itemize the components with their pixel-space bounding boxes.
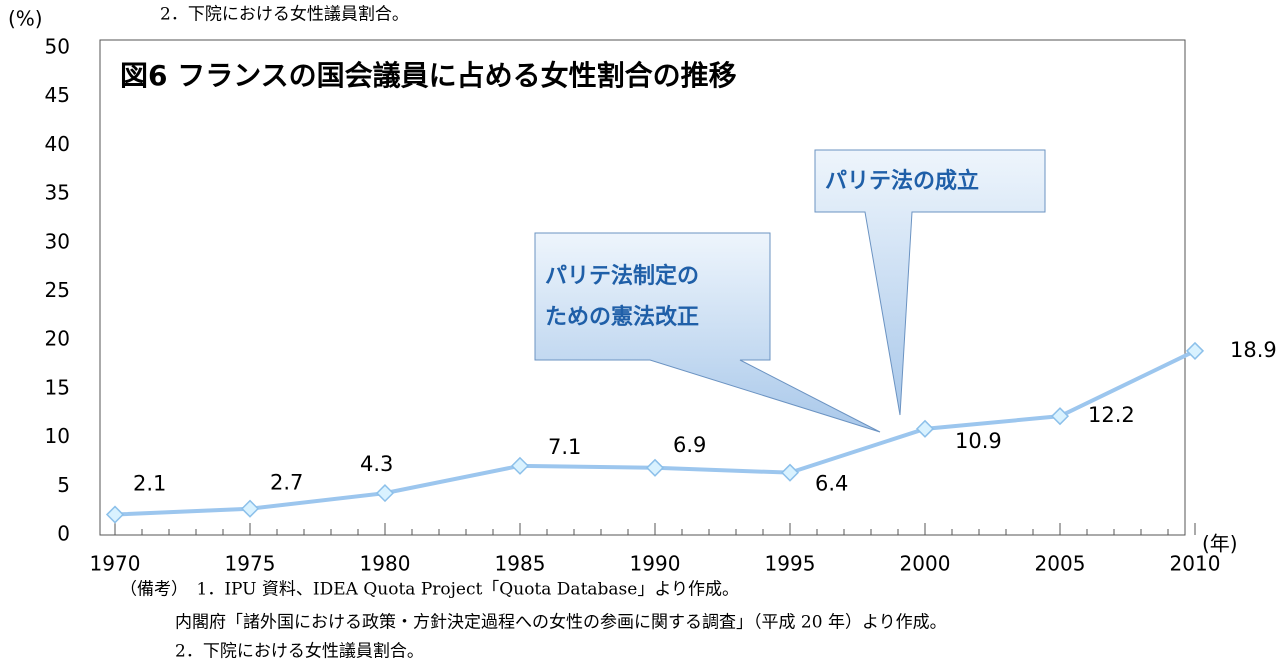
marker <box>105 505 125 524</box>
y-tick-label: 5 <box>57 473 70 497</box>
x-tick-label: 1980 <box>360 552 411 576</box>
y-tick-label: 25 <box>45 278 70 302</box>
data-label: 6.4 <box>815 472 848 496</box>
x-tick-label: 1985 <box>495 552 546 576</box>
marker <box>240 499 260 518</box>
x-tick-label: 1995 <box>765 552 816 576</box>
marker <box>375 484 395 503</box>
y-tick-label: 30 <box>45 229 70 253</box>
y-tick-label: 20 <box>45 327 70 351</box>
data-label: 2.7 <box>270 471 303 495</box>
callout-shape <box>534 232 881 433</box>
data-label: 7.1 <box>548 435 581 459</box>
header: 2．下院における女性議員割合。 <box>160 5 409 25</box>
data-label: 10.9 <box>955 429 1002 453</box>
marker <box>1050 407 1070 426</box>
data-label: 4.3 <box>360 452 393 476</box>
x-tick-label: 1970 <box>90 552 141 576</box>
note: 2．下院における女性議員割合。 <box>175 642 424 662</box>
marker <box>915 419 935 438</box>
x-tick-label: 2005 <box>1035 552 1086 576</box>
y-tick-label: 10 <box>45 424 70 448</box>
note: 内閣府「諸外国における政策・方針決定過程への女性の参画に関する調査」（平成 20… <box>175 613 947 633</box>
data-label: 2.1 <box>133 472 166 496</box>
callout-shape <box>814 149 1046 416</box>
note: （備考） 1．IPU 資料、IDEA Quota Project「Quota D… <box>120 580 739 600</box>
callout-2: パリテ法制定の ための憲法改正 <box>534 232 881 433</box>
marker <box>645 458 665 477</box>
y-tick-label: 40 <box>45 132 70 156</box>
marker <box>780 463 800 482</box>
y-tick-label: 45 <box>45 83 70 107</box>
y-tick-label: 0 <box>57 522 70 546</box>
callout-text: ための憲法改正 <box>545 304 699 330</box>
marker <box>510 456 530 475</box>
callout-text: パリテ法の成立 <box>825 168 979 194</box>
data-label: 18.9 <box>1230 338 1277 362</box>
callout-1: パリテ法の成立 <box>814 149 1046 416</box>
marker <box>1185 341 1205 360</box>
x-tick-label: 1990 <box>630 552 681 576</box>
x-tick-label: 2000 <box>900 552 951 576</box>
callout-text: パリテ法制定の <box>545 263 699 289</box>
y-tick-label: 15 <box>45 375 70 399</box>
y-tick-label: 50 <box>45 35 70 59</box>
data-label: 6.9 <box>673 433 706 457</box>
y-tick-label: 35 <box>45 181 70 205</box>
x-tick-label: 2010 <box>1170 552 1221 576</box>
x-tick-label: 1975 <box>225 552 276 576</box>
chart-title: 図6 フランスの国会議員に占める女性割合の推移 <box>120 59 737 92</box>
data-label: 12.2 <box>1088 403 1135 427</box>
x-axis-label: (年) <box>1202 532 1238 556</box>
y-axis-label: (%) <box>8 7 43 31</box>
